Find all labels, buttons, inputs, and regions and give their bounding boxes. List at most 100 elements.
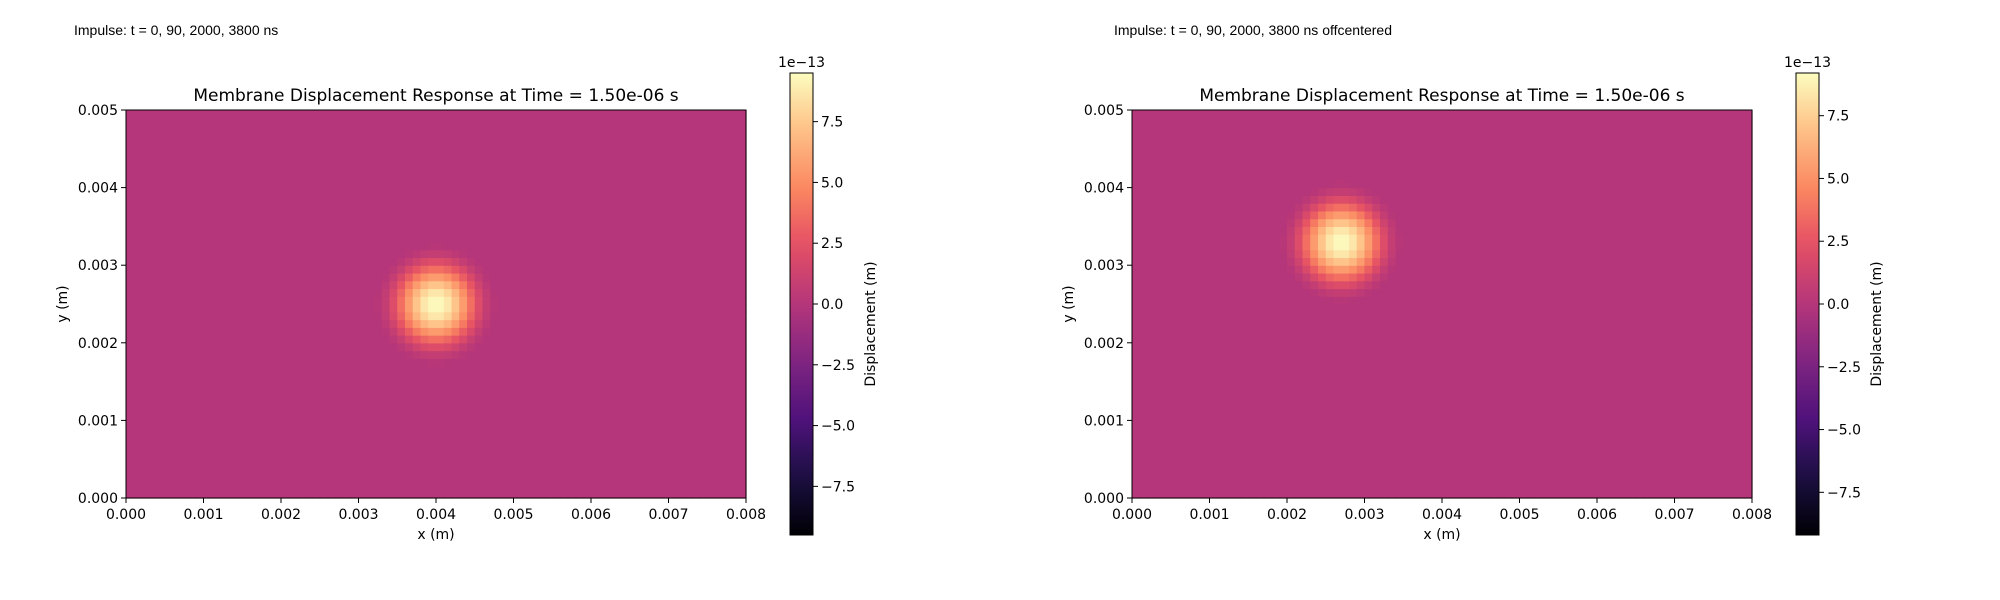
heatmap-cell <box>451 327 460 336</box>
heatmap-cell <box>350 156 360 165</box>
heatmap-cell <box>521 110 530 119</box>
heatmap-cell <box>1201 443 1211 453</box>
heatmap-cell <box>1240 350 1249 359</box>
heatmap-cell <box>265 133 274 142</box>
heatmap-cell <box>226 234 236 243</box>
heatmap-cell <box>544 381 553 390</box>
heatmap-cell <box>1178 482 1187 491</box>
heatmap-cell <box>219 203 228 212</box>
heatmap-cell <box>544 125 553 134</box>
heatmap-cell <box>1194 265 1203 274</box>
heatmap-cell <box>211 234 220 243</box>
heatmap-cell <box>1240 482 1249 491</box>
heatmap-cell <box>560 319 569 328</box>
heatmap-cell <box>350 304 360 313</box>
heatmap-cell <box>219 389 228 398</box>
heatmap-cell <box>459 428 468 437</box>
heatmap-cell <box>1201 404 1211 414</box>
heatmap-cell <box>691 141 701 150</box>
heatmap-cell <box>1132 234 1141 243</box>
heatmap-cell <box>645 257 654 266</box>
heatmap-cell <box>1209 164 1218 173</box>
heatmap-cell <box>374 241 383 251</box>
heatmap-cell <box>653 288 662 297</box>
heatmap-cell <box>312 466 321 476</box>
heatmap-cell <box>653 304 662 313</box>
heatmap-cell <box>141 435 150 445</box>
heatmap-cell <box>257 156 267 165</box>
heatmap-cell <box>1248 234 1257 243</box>
heatmap-cell <box>1248 257 1257 266</box>
heatmap-cell <box>242 358 251 367</box>
heatmap-cell <box>691 335 701 344</box>
heatmap-cell <box>219 241 228 251</box>
heatmap-cell <box>474 148 484 158</box>
heatmap-cell <box>374 404 383 414</box>
heatmap-cell <box>203 381 212 390</box>
heatmap-cell <box>273 381 282 390</box>
heatmap-cell <box>622 327 631 336</box>
heatmap-cell <box>1147 397 1156 406</box>
heatmap-cell <box>544 218 553 227</box>
heatmap-cell <box>622 389 631 398</box>
heatmap-cell <box>1217 280 1226 290</box>
heatmap-cell <box>389 350 398 359</box>
heatmap-cell <box>257 210 267 220</box>
heatmap-cell <box>1178 451 1187 460</box>
heatmap-cell <box>691 327 701 336</box>
heatmap-cell <box>288 459 298 468</box>
heatmap-cell <box>660 210 670 220</box>
heatmap-cell <box>304 125 313 134</box>
heatmap-cell <box>567 156 577 165</box>
heatmap-cell <box>645 420 654 429</box>
heatmap-cell <box>738 428 747 437</box>
heatmap-cell <box>288 203 298 212</box>
heatmap-cell <box>296 412 305 421</box>
heatmap-cell <box>629 280 639 290</box>
heatmap-cell <box>490 148 499 158</box>
heatmap-cell <box>653 249 662 259</box>
heatmap-cell <box>350 311 360 321</box>
heatmap-cell <box>1209 482 1218 491</box>
heatmap-cell <box>281 358 290 367</box>
heatmap-cell <box>722 148 732 158</box>
heatmap-cell <box>637 358 646 367</box>
heatmap-cell <box>544 311 553 321</box>
heatmap-cell <box>319 474 329 484</box>
heatmap-cell <box>133 203 143 212</box>
heatmap-cell <box>498 304 507 313</box>
heatmap-cell <box>219 210 228 220</box>
heatmap-cell <box>1186 350 1195 359</box>
heatmap-cell <box>443 272 453 282</box>
heatmap-cell <box>637 272 646 282</box>
heatmap-cell <box>660 241 670 251</box>
heatmap-cell <box>598 280 608 290</box>
heatmap-cell <box>676 342 685 352</box>
heatmap-cell <box>498 148 507 158</box>
heatmap-cell <box>133 148 143 158</box>
heatmap-cell <box>1217 187 1226 196</box>
heatmap-cell <box>467 172 476 181</box>
heatmap-cell <box>1209 420 1218 429</box>
heatmap-cell <box>234 195 243 204</box>
heatmap-cell <box>1225 241 1234 251</box>
heatmap-cell <box>195 117 205 127</box>
heatmap-cell <box>319 280 329 290</box>
heatmap-cell <box>1132 141 1141 150</box>
heatmap-cell <box>583 420 592 429</box>
heatmap-cell <box>653 164 662 173</box>
heatmap-cell <box>1139 412 1149 421</box>
heatmap-cell <box>738 490 747 499</box>
heatmap-cell <box>350 466 360 476</box>
heatmap-cell <box>188 304 197 313</box>
heatmap-cell <box>412 373 422 383</box>
heatmap-cell <box>211 110 220 119</box>
heatmap-cell <box>149 342 158 352</box>
heatmap-cell <box>1209 172 1218 181</box>
heatmap-cell <box>1209 203 1218 212</box>
heatmap-cell <box>606 404 615 414</box>
heatmap-cell <box>226 218 236 227</box>
heatmap-cell <box>164 420 174 429</box>
heatmap-cell <box>296 241 305 251</box>
heatmap-cell <box>1170 280 1180 290</box>
